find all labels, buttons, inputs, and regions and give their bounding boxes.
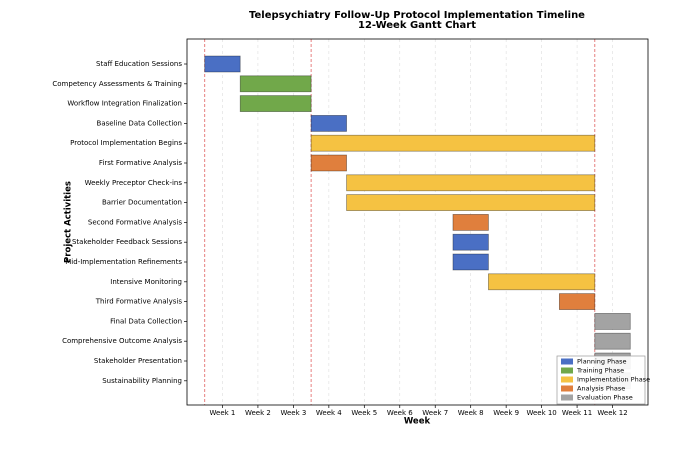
x-tick-label: Week 5 — [351, 409, 377, 417]
legend-swatch — [561, 376, 573, 383]
legend-label: Planning Phase — [577, 358, 626, 366]
y-axis-label: Project Activities — [64, 181, 74, 263]
y-tick-label: Mid-Implementation Refinements — [65, 258, 182, 266]
legend-swatch — [561, 367, 573, 374]
x-tick-label: Week 1 — [210, 409, 236, 417]
legend-swatch — [561, 394, 573, 401]
task-bar — [346, 174, 596, 192]
task-bar — [346, 194, 596, 211]
y-tick-label: Weekly Preceptor Check-ins — [85, 179, 183, 187]
task-bar — [310, 134, 596, 152]
y-tick-label: Intensive Monitoring — [110, 278, 182, 286]
y-tick-label: Second Formative Analysis — [88, 218, 182, 226]
legend-label: Evaluation Phase — [577, 394, 633, 402]
x-tick-label: Week 11 — [562, 409, 592, 417]
task-bar — [488, 273, 596, 291]
x-tick-label: Week 12 — [597, 409, 627, 417]
y-tick-label: Protocol Implementation Begins — [70, 139, 182, 147]
x-tick-label: Week 4 — [316, 409, 342, 417]
y-tick-label: Barrier Documentation — [102, 199, 182, 207]
task-bar — [558, 293, 596, 310]
y-tick-label: Third Formative Analysis — [95, 298, 183, 306]
chart-title: Telepsychiatry Follow-Up Protocol Implem… — [249, 10, 585, 21]
task-bar — [452, 214, 489, 231]
x-tick-label: Week 10 — [526, 409, 556, 417]
legend-label: Implementation Phase — [577, 376, 650, 384]
task-bar — [310, 154, 347, 172]
x-tick-label: Week 9 — [493, 409, 519, 417]
y-tick-label: Sustainability Planning — [102, 377, 182, 385]
task-bar — [594, 313, 631, 330]
legend-label: Analysis Phase — [577, 385, 625, 393]
task-bar — [310, 115, 347, 132]
y-tick-label: First Formative Analysis — [99, 159, 182, 167]
x-tick-label: Week 2 — [245, 409, 271, 417]
task-bar — [204, 55, 241, 73]
plot-frame — [186, 38, 649, 406]
task-bar — [594, 332, 631, 350]
y-tick-label: Competency Assessments & Training — [52, 80, 182, 88]
y-tick-label: Stakeholder Presentation — [94, 357, 182, 365]
x-tick-label: Week 8 — [458, 409, 484, 417]
task-bar — [452, 233, 489, 251]
y-tick-label: Staff Education Sessions — [96, 60, 182, 68]
legend-swatch — [561, 385, 573, 392]
legend-label: Training Phase — [576, 367, 624, 375]
task-bar — [452, 253, 489, 271]
x-tick-label: Week 3 — [280, 409, 306, 417]
y-tick-label: Workflow Integration Finalization — [67, 100, 182, 108]
task-bar — [239, 75, 312, 93]
task-bar — [239, 95, 312, 112]
chart-subtitle: 12-Week Gantt Chart — [358, 20, 476, 31]
y-tick-label: Baseline Data Collection — [97, 119, 182, 127]
x-tick-label: Week 7 — [422, 409, 448, 417]
x-tick-label: Week 6 — [387, 409, 413, 417]
y-tick-label: Stakeholder Feedback Sessions — [72, 238, 182, 246]
y-tick-label: Comprehensive Outcome Analysis — [62, 337, 182, 345]
y-tick-label: Final Data Collection — [110, 317, 182, 325]
x-axis-label: Week — [404, 417, 431, 427]
legend-swatch — [561, 358, 573, 365]
